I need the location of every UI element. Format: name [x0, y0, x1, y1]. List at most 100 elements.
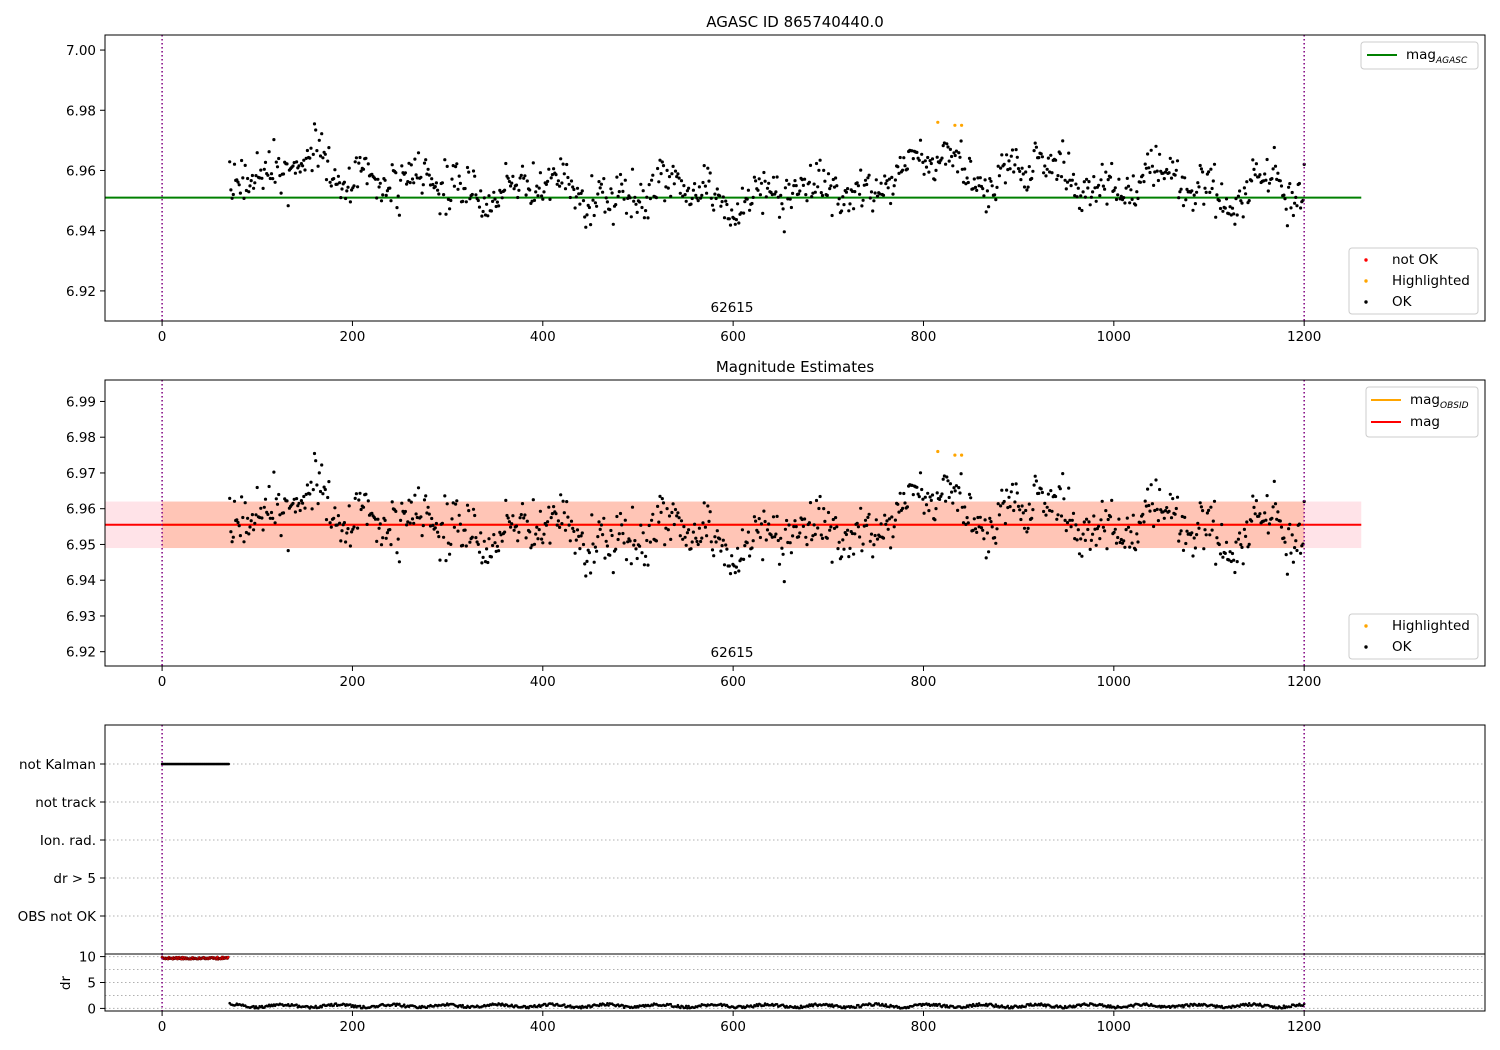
ok-point	[305, 148, 309, 153]
ok-point	[733, 571, 737, 575]
ok-point	[520, 502, 525, 506]
ok-point	[756, 530, 760, 534]
dr-point	[579, 1006, 583, 1010]
ok-point	[922, 511, 926, 515]
ok-point	[550, 511, 555, 516]
dr-point	[719, 1002, 723, 1006]
ok-point	[611, 571, 615, 575]
ok-point	[397, 213, 401, 217]
legend-marker-not-ok	[1364, 258, 1368, 262]
ok-point	[344, 540, 348, 544]
ok-point	[446, 541, 450, 545]
ok-point	[705, 534, 709, 538]
ok-point	[693, 182, 697, 186]
ok-point	[529, 546, 533, 550]
dr-point	[349, 1003, 352, 1006]
ok-point	[1278, 519, 1282, 523]
ok-point	[281, 511, 286, 515]
ok-point	[444, 212, 448, 216]
ok-point	[1241, 215, 1245, 219]
dr-point	[984, 1002, 988, 1006]
ok-point	[1202, 202, 1206, 206]
ok-point	[446, 197, 450, 201]
ok-point	[365, 522, 369, 527]
ok-point	[580, 189, 584, 193]
ok-point	[1199, 505, 1203, 509]
legend-label-mag-obsid: magOBSID	[1410, 392, 1469, 411]
ok-point	[1010, 482, 1015, 486]
ok-point	[777, 562, 782, 566]
ok-point	[1153, 170, 1157, 174]
ok-point	[1199, 167, 1203, 171]
ok-point	[1076, 528, 1080, 532]
agasc-panel-points	[228, 120, 1306, 234]
ok-point	[1211, 179, 1215, 183]
ok-point	[540, 537, 544, 541]
ok-point	[730, 208, 734, 212]
ok-point	[518, 516, 522, 520]
magnitude-estimates-frame	[104, 379, 1486, 667]
ok-point	[1082, 520, 1086, 524]
ok-point	[640, 205, 644, 210]
ok-point	[677, 176, 681, 180]
ok-point	[605, 544, 610, 548]
ok-point	[883, 513, 887, 517]
x-tick-label: 600	[720, 1019, 746, 1035]
ok-point	[400, 164, 404, 168]
ok-point	[1014, 148, 1018, 152]
ok-point	[897, 171, 901, 175]
ok-point	[433, 185, 437, 189]
ok-point	[737, 569, 741, 573]
ok-point	[347, 166, 351, 170]
y-tick-label: 6.92	[66, 645, 96, 661]
ok-point	[507, 520, 511, 524]
ok-point	[813, 532, 817, 537]
ok-point	[452, 184, 456, 188]
ok-point	[994, 541, 998, 545]
ok-point	[973, 185, 978, 189]
x-tick-label: 1000	[1097, 329, 1131, 345]
ok-point	[443, 494, 447, 498]
ok-point	[1092, 514, 1096, 518]
ok-point	[664, 526, 668, 530]
dr-point	[884, 1003, 888, 1006]
ok-point	[1074, 523, 1078, 527]
ok-point	[279, 191, 283, 195]
legend-marker-highlighted-2	[1364, 624, 1368, 628]
ok-point	[358, 491, 362, 495]
ok-point	[1195, 533, 1199, 537]
legend-label-ok-2: OK	[1392, 639, 1413, 655]
ok-point	[1201, 509, 1205, 513]
ok-point	[920, 487, 924, 492]
ok-point	[1257, 514, 1261, 518]
ok-point	[1125, 516, 1129, 520]
ok-point	[414, 512, 418, 516]
ok-point	[254, 174, 258, 178]
ok-point	[1251, 158, 1255, 162]
dr-point	[1282, 1004, 1286, 1007]
ok-point	[471, 507, 476, 511]
ok-point	[803, 517, 807, 521]
ok-point	[420, 191, 424, 195]
ok-point	[563, 187, 568, 191]
ok-point	[782, 580, 786, 584]
ok-point	[503, 188, 507, 192]
ok-point	[950, 154, 954, 159]
ok-point	[881, 193, 886, 197]
ok-point	[818, 494, 822, 499]
ok-point	[506, 176, 510, 180]
ok-point	[1203, 186, 1207, 190]
ok-point	[951, 501, 955, 505]
ok-point	[1059, 514, 1064, 518]
ok-point	[1130, 541, 1134, 545]
ok-point	[921, 497, 925, 501]
ok-point	[641, 189, 645, 193]
ok-point	[996, 164, 1000, 168]
ok-point	[679, 519, 684, 523]
ok-point	[835, 184, 839, 188]
ok-point	[756, 188, 760, 192]
ok-point	[660, 160, 664, 164]
ok-point	[1048, 170, 1052, 174]
ok-point	[1108, 515, 1113, 519]
ok-point	[987, 205, 991, 209]
